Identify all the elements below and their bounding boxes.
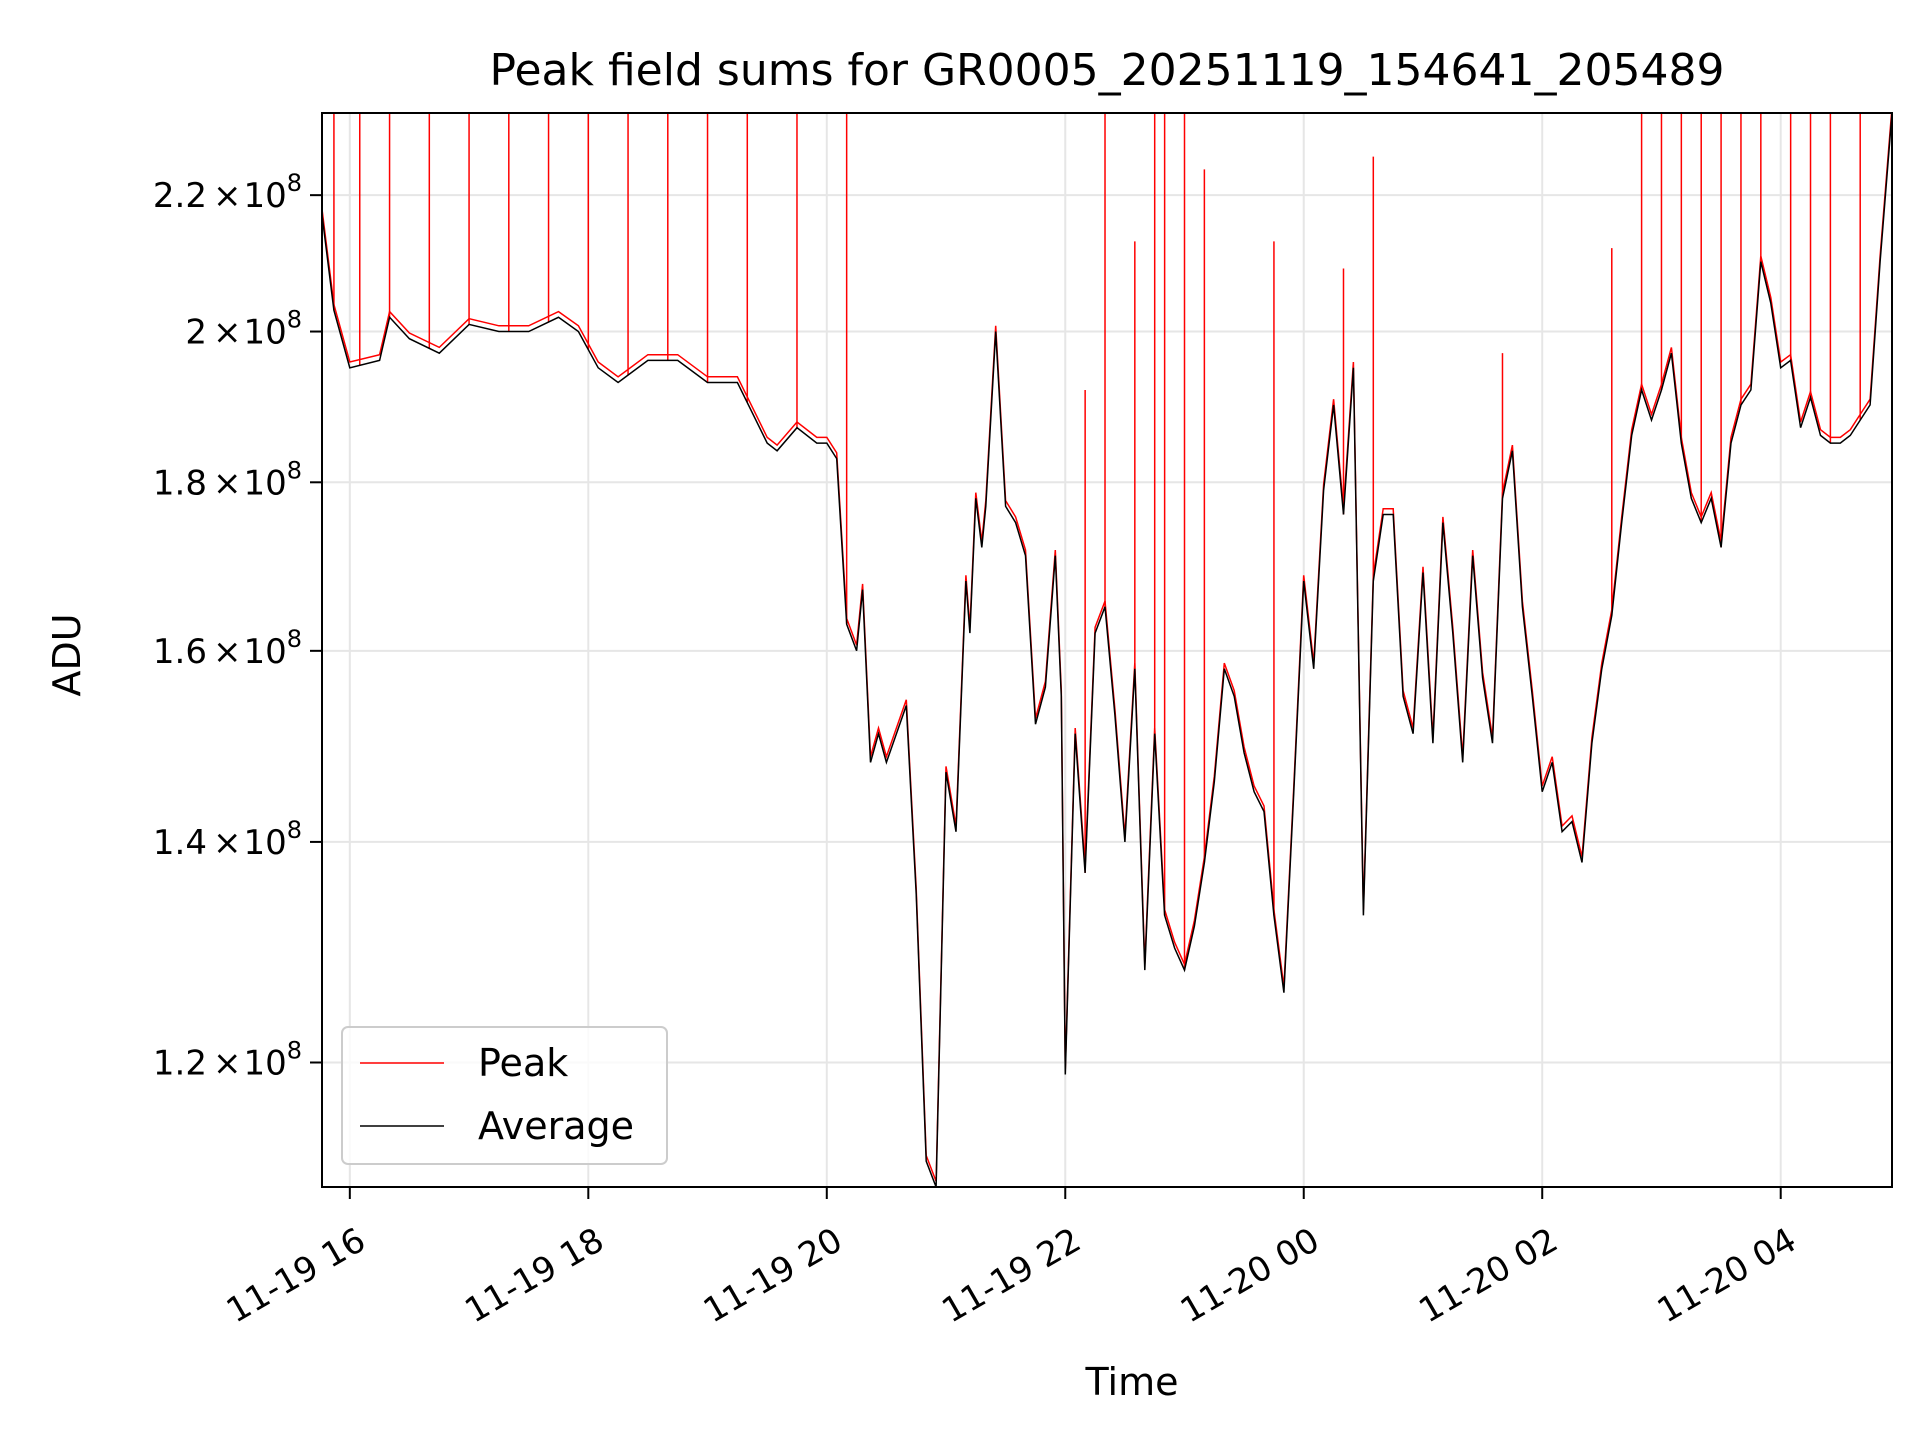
y-tick-exponent: 8 xyxy=(287,625,302,653)
y-tick-base: 10 xyxy=(243,463,286,503)
y-tick-times: × xyxy=(213,632,242,672)
legend-box xyxy=(341,1026,668,1165)
y-tick-label: 1.4 ×108 xyxy=(153,816,302,863)
legend-label-peak: Peak xyxy=(478,1041,568,1085)
y-tick-label: 2 ×108 xyxy=(185,306,302,353)
y-tick-times: × xyxy=(213,313,242,353)
legend-label-average: Average xyxy=(478,1104,634,1148)
x-axis-label: Time xyxy=(1085,1360,1179,1404)
y-tick-times: × xyxy=(213,463,242,503)
y-tick-mantissa: 2 xyxy=(185,313,207,353)
series-line-average xyxy=(322,113,1892,1187)
y-tick-base: 10 xyxy=(243,176,286,216)
series-line-peak xyxy=(322,113,1892,1182)
y-tick-exponent: 8 xyxy=(287,1036,302,1064)
y-tick-base: 10 xyxy=(243,313,286,353)
y-tick-exponent: 8 xyxy=(287,816,302,844)
y-tick-times: × xyxy=(213,176,242,216)
y-tick-mantissa: 1.8 xyxy=(153,463,207,503)
y-tick-base: 10 xyxy=(243,1043,286,1083)
series-layer xyxy=(322,113,1892,1187)
y-tick-mantissa: 1.6 xyxy=(153,632,207,672)
y-tick-label: 2.2 ×108 xyxy=(153,169,302,216)
legend: Peak Average xyxy=(341,1026,668,1165)
y-tick-times: × xyxy=(213,1043,242,1083)
y-tick-mantissa: 1.2 xyxy=(153,1043,207,1083)
y-tick-mantissa: 1.4 xyxy=(153,823,207,863)
y-tick-label: 1.6 ×108 xyxy=(153,625,302,672)
y-tick-times: × xyxy=(213,823,242,863)
y-tick-base: 10 xyxy=(243,632,286,672)
y-tick-label: 1.2 ×108 xyxy=(153,1036,302,1083)
chart-title: Peak field sums for GR0005_20251119_1546… xyxy=(490,45,1725,96)
y-tick-label: 1.8 ×108 xyxy=(153,456,302,503)
y-tick-mantissa: 2.2 xyxy=(153,176,207,216)
y-tick-exponent: 8 xyxy=(287,169,302,197)
y-axis-label: ADU xyxy=(45,613,89,696)
y-tick-base: 10 xyxy=(243,823,286,863)
y-tick-exponent: 8 xyxy=(287,306,302,334)
y-tick-exponent: 8 xyxy=(287,456,302,484)
